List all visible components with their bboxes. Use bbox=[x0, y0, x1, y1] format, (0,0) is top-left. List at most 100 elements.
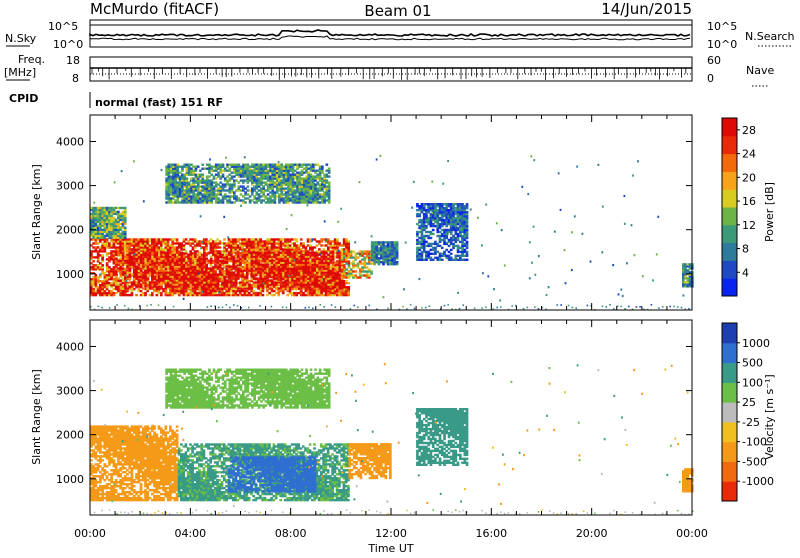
data-cell bbox=[336, 252, 339, 254]
data-cell bbox=[106, 207, 109, 209]
data-cell bbox=[316, 244, 319, 246]
data-cell bbox=[293, 252, 296, 254]
data-cell bbox=[177, 181, 180, 183]
data-cell bbox=[194, 238, 197, 240]
data-cell bbox=[246, 279, 249, 281]
data-cell bbox=[255, 238, 258, 240]
data-cell bbox=[117, 252, 120, 254]
data-cell bbox=[278, 283, 281, 285]
data-cell bbox=[95, 290, 98, 292]
data-cell bbox=[199, 185, 202, 187]
data-cell bbox=[235, 265, 238, 267]
data-cell bbox=[117, 277, 120, 279]
data-cell bbox=[124, 271, 127, 273]
data-cell bbox=[203, 279, 206, 281]
data-cell bbox=[95, 274, 98, 276]
data-cell bbox=[223, 262, 226, 264]
data-cell bbox=[195, 193, 198, 195]
cpid-text: normal (fast) 151 RF bbox=[95, 96, 223, 109]
data-cell bbox=[199, 179, 202, 181]
data-cell bbox=[352, 260, 355, 262]
data-cell bbox=[268, 292, 271, 294]
data-cell bbox=[210, 256, 213, 258]
data-cell bbox=[167, 271, 170, 273]
data-cell bbox=[396, 241, 399, 243]
data-cell bbox=[223, 252, 226, 254]
data-cell bbox=[291, 238, 294, 240]
data-cell bbox=[323, 248, 326, 250]
data-cell bbox=[144, 275, 147, 277]
data-cell bbox=[214, 273, 217, 275]
data-cell bbox=[110, 207, 113, 209]
data-cell bbox=[195, 185, 198, 187]
data-cell bbox=[396, 261, 399, 263]
data-cell bbox=[352, 250, 355, 252]
nsky-tick-top: 10^5 bbox=[48, 20, 78, 33]
data-cell bbox=[300, 248, 303, 250]
data-cell bbox=[196, 240, 199, 242]
data-cell bbox=[280, 238, 283, 240]
nsearch-tick-top: 10^5 bbox=[707, 20, 737, 33]
freq-tick-top: 18 bbox=[66, 54, 80, 67]
date-title: 14/Jun/2015 bbox=[601, 0, 692, 18]
data-cell bbox=[137, 288, 140, 290]
data-cell bbox=[92, 260, 95, 262]
data-cell bbox=[158, 246, 161, 248]
data-cell bbox=[295, 292, 298, 294]
data-cell bbox=[273, 262, 276, 264]
data-cell bbox=[262, 290, 265, 292]
data-cell bbox=[165, 252, 168, 254]
data-cell bbox=[226, 279, 229, 281]
data-cell bbox=[117, 283, 120, 285]
power-heatmap bbox=[90, 155, 694, 311]
cpid-label: CPID bbox=[9, 92, 38, 105]
data-cell bbox=[327, 246, 330, 248]
data-cell bbox=[275, 238, 278, 240]
data-cell bbox=[275, 246, 278, 248]
data-cell bbox=[282, 252, 285, 254]
station-title: McMurdo (fitACF) bbox=[90, 0, 219, 18]
data-cell bbox=[309, 260, 312, 262]
data-cell bbox=[330, 252, 333, 254]
data-cell bbox=[122, 207, 125, 209]
data-cell bbox=[257, 285, 260, 287]
data-cell bbox=[300, 254, 303, 256]
data-cell bbox=[262, 252, 265, 254]
data-cell bbox=[194, 244, 197, 246]
data-cell bbox=[190, 252, 193, 254]
data-cell bbox=[169, 238, 172, 240]
data-cell bbox=[332, 264, 335, 266]
data-cell bbox=[147, 277, 150, 279]
data-cell bbox=[160, 265, 163, 267]
data-cell bbox=[230, 252, 233, 254]
data-cell bbox=[189, 242, 192, 244]
data-cell bbox=[192, 256, 195, 258]
data-cell bbox=[219, 269, 222, 271]
data-cell bbox=[321, 256, 324, 258]
data-cell bbox=[142, 292, 145, 294]
data-cell bbox=[293, 264, 296, 266]
data-cell bbox=[259, 238, 262, 240]
nave-tick-top: 60 bbox=[707, 54, 721, 67]
data-cell bbox=[226, 254, 229, 256]
data-cell bbox=[178, 242, 181, 244]
data-cell bbox=[266, 252, 269, 254]
data-cell bbox=[251, 287, 254, 289]
data-cell bbox=[318, 248, 321, 250]
data-cell bbox=[255, 265, 258, 267]
data-cell bbox=[183, 164, 186, 166]
data-cell bbox=[257, 252, 260, 254]
data-cell bbox=[286, 294, 289, 296]
data-cell bbox=[172, 252, 175, 254]
data-cell bbox=[176, 260, 179, 262]
data-cell bbox=[131, 248, 134, 250]
data-cell bbox=[219, 246, 222, 248]
data-cell bbox=[359, 268, 362, 270]
data-cell bbox=[180, 242, 183, 244]
data-cell bbox=[246, 252, 249, 254]
data-cell bbox=[149, 269, 152, 271]
data-cell bbox=[316, 240, 319, 242]
data-cell bbox=[199, 189, 202, 191]
data-cell bbox=[219, 252, 222, 254]
data-cell bbox=[345, 250, 348, 252]
